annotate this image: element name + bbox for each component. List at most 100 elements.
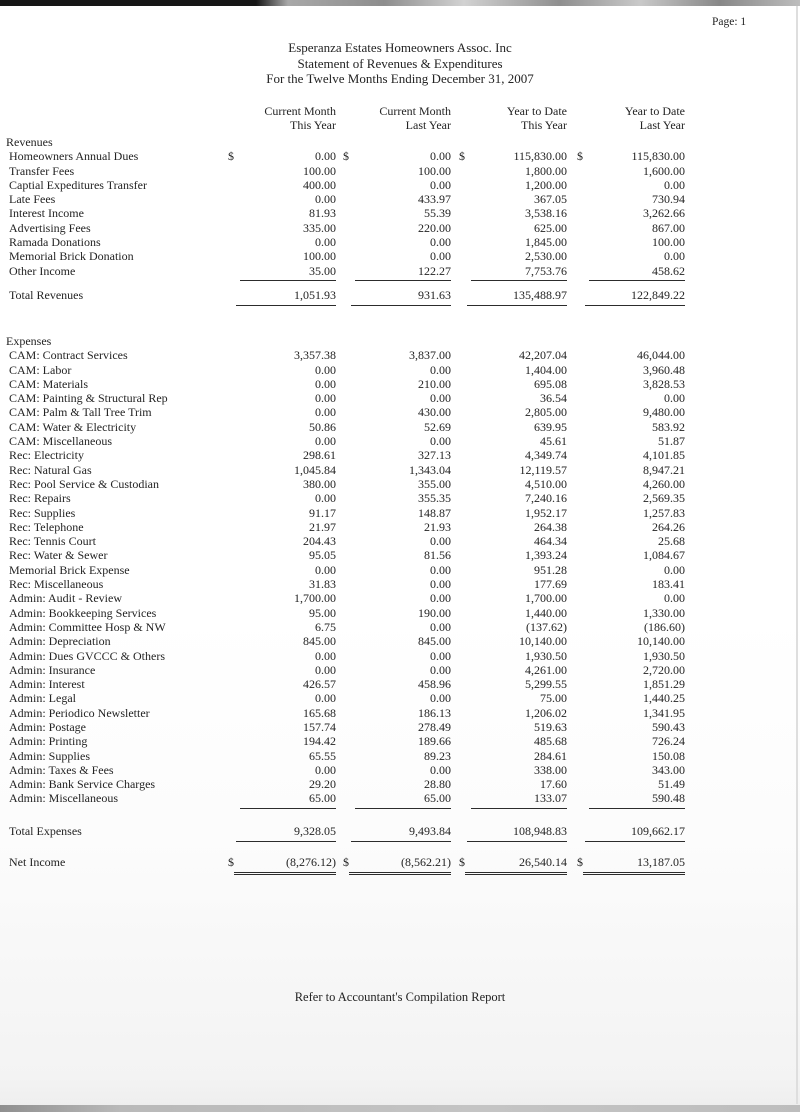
revenue-rows: Homeowners Annual Dues $0.00 $0.00 $115,… — [0, 149, 800, 278]
cell-value: 400.00 — [303, 177, 336, 192]
cell-value: 0.00 — [430, 562, 451, 577]
row-label: Admin: Postage — [9, 719, 86, 734]
cell-value: 55.39 — [424, 206, 451, 221]
cell-value: 31.83 — [309, 577, 336, 592]
row-label: Memorial Brick Donation — [9, 249, 134, 264]
cell-value: 458.62 — [652, 263, 685, 278]
cell-value: 0.00 — [430, 577, 451, 592]
cell-value: 50.86 — [309, 419, 336, 434]
cell-value: 0.00 — [315, 391, 336, 406]
cell-value: 29.20 — [309, 777, 336, 792]
total-expenses-row: Total Expenses 9,328.05 9,493.84 108,948… — [0, 824, 800, 839]
cell-value: 115,830.00 — [513, 149, 567, 164]
cell-value: 1,440.00 — [525, 605, 567, 620]
table-row: Transfer Fees $100.00 $100.00 $1,800.00 … — [0, 164, 800, 178]
rule — [240, 279, 336, 281]
table-row: Rec: Tennis Court $204.43 $0.00 $464.34 … — [0, 534, 800, 548]
cell-value: 625.00 — [534, 220, 567, 235]
expense-rows: CAM: Contract Services $3,357.38 $3,837.… — [0, 348, 800, 806]
double-rule-below-net-income — [0, 870, 800, 875]
total-expenses-value: 9,493.84 — [409, 823, 451, 838]
row-label: Rec: Electricity — [9, 448, 84, 463]
row-label: Memorial Brick Expense — [9, 562, 130, 577]
cell-value: 0.00 — [315, 405, 336, 420]
report-subtitle: Statement of Revenues & Expenditures — [297, 55, 503, 71]
cell-value: 42,207.04 — [519, 348, 567, 363]
cell-value: 5,299.55 — [525, 677, 567, 692]
cell-value: 65.00 — [309, 791, 336, 806]
double-rule — [465, 871, 567, 875]
cell-value: 0.00 — [315, 648, 336, 663]
financial-table: Current Month This Year Current Month La… — [0, 104, 800, 875]
table-row: Admin: Committee Hosp & NW $6.75 $0.00 $… — [0, 620, 800, 634]
cell-value: 590.43 — [652, 719, 685, 734]
row-label: Other Income — [9, 263, 76, 278]
table-row: Other Income $35.00 $122.27 $7,753.76 $4… — [0, 264, 800, 278]
footer-note: Refer to Accountant's Compilation Report — [294, 990, 506, 1004]
rule — [471, 807, 567, 809]
cell-value: 0.00 — [315, 691, 336, 706]
row-label: Admin: Committee Hosp & NW — [9, 619, 166, 634]
table-row: Admin: Legal $0.00 $0.00 $75.00 $1,440.2… — [0, 691, 800, 705]
table-row: Admin: Insurance $0.00 $0.00 $4,261.00 $… — [0, 663, 800, 677]
cell-value: 133.07 — [534, 791, 567, 806]
total-expenses-label: Total Expenses — [9, 823, 82, 838]
table-row: Late Fees $0.00 $433.97 $367.05 $730.94 — [0, 192, 800, 206]
cell-value: 867.00 — [652, 220, 685, 235]
cell-value: 194.42 — [303, 734, 336, 749]
cell-value: 25.68 — [658, 534, 685, 549]
table-row: Admin: Bank Service Charges $29.20 $28.8… — [0, 777, 800, 791]
table-row: CAM: Painting & Structural Rep $0.00 $0.… — [0, 391, 800, 405]
row-label: CAM: Materials — [9, 376, 88, 391]
row-label: CAM: Palm & Tall Tree Trim — [9, 405, 152, 420]
cell-value: 100.00 — [652, 235, 685, 250]
rule-below-total-revenues — [0, 303, 800, 308]
table-row: CAM: Water & Electricity $50.86 $52.69 $… — [0, 420, 800, 434]
dollar-sign: $ — [577, 149, 583, 164]
rule — [355, 279, 451, 281]
net-income-value: 13,187.05 — [637, 854, 685, 869]
row-label: CAM: Contract Services — [9, 348, 128, 363]
net-income-label: Net Income — [9, 854, 66, 869]
cell-value: 1,084.67 — [643, 548, 685, 563]
cell-value: 519.63 — [534, 719, 567, 734]
cell-value: 148.87 — [418, 505, 451, 520]
cell-value: 845.00 — [418, 634, 451, 649]
cell-value: 380.00 — [303, 476, 336, 491]
table-row: Rec: Electricity $298.61 $327.13 $4,349.… — [0, 448, 800, 462]
cell-value: 3,262.66 — [643, 206, 685, 221]
cell-value: 0.00 — [664, 177, 685, 192]
cell-value: 485.68 — [534, 734, 567, 749]
row-label: Advertising Fees — [9, 220, 91, 235]
row-label: Rec: Repairs — [9, 491, 71, 506]
cell-value: 89.23 — [424, 748, 451, 763]
cell-value: 1,341.95 — [643, 705, 685, 720]
cell-value: 0.00 — [315, 662, 336, 677]
cell-value: 6.75 — [315, 619, 336, 634]
total-expenses-value: 109,662.17 — [631, 823, 685, 838]
rule — [585, 304, 685, 306]
column-header-cm-last-year: Current Month Last Year — [379, 104, 451, 132]
cell-value: 1,845.00 — [525, 235, 567, 250]
cell-value: 327.13 — [418, 448, 451, 463]
cell-value: 0.00 — [664, 591, 685, 606]
cell-value: 1,045.84 — [294, 462, 336, 477]
cell-value: 81.93 — [309, 206, 336, 221]
table-row: Memorial Brick Donation $100.00 $0.00 $2… — [0, 249, 800, 263]
cell-value: 45.61 — [540, 434, 567, 449]
cell-value: 0.00 — [430, 648, 451, 663]
rule — [467, 840, 567, 842]
rule-above-total-revenues — [0, 278, 800, 283]
cell-value: 1,440.25 — [643, 691, 685, 706]
rule — [471, 279, 567, 281]
total-revenues-value: 931.63 — [418, 287, 451, 302]
row-label: Admin: Insurance — [9, 662, 96, 677]
row-label: Rec: Supplies — [9, 505, 76, 520]
cell-value: 204.43 — [303, 534, 336, 549]
dollar-sign: $ — [577, 854, 583, 869]
cell-value: 458.96 — [418, 677, 451, 692]
cell-value: 0.00 — [430, 391, 451, 406]
cell-value: 8,947.21 — [643, 462, 685, 477]
cell-value: 583.92 — [652, 419, 685, 434]
